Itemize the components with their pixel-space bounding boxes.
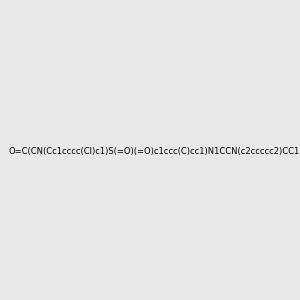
- Text: O=C(CN(Cc1cccc(Cl)c1)S(=O)(=O)c1ccc(C)cc1)N1CCN(c2ccccc2)CC1: O=C(CN(Cc1cccc(Cl)c1)S(=O)(=O)c1ccc(C)cc…: [8, 147, 299, 156]
